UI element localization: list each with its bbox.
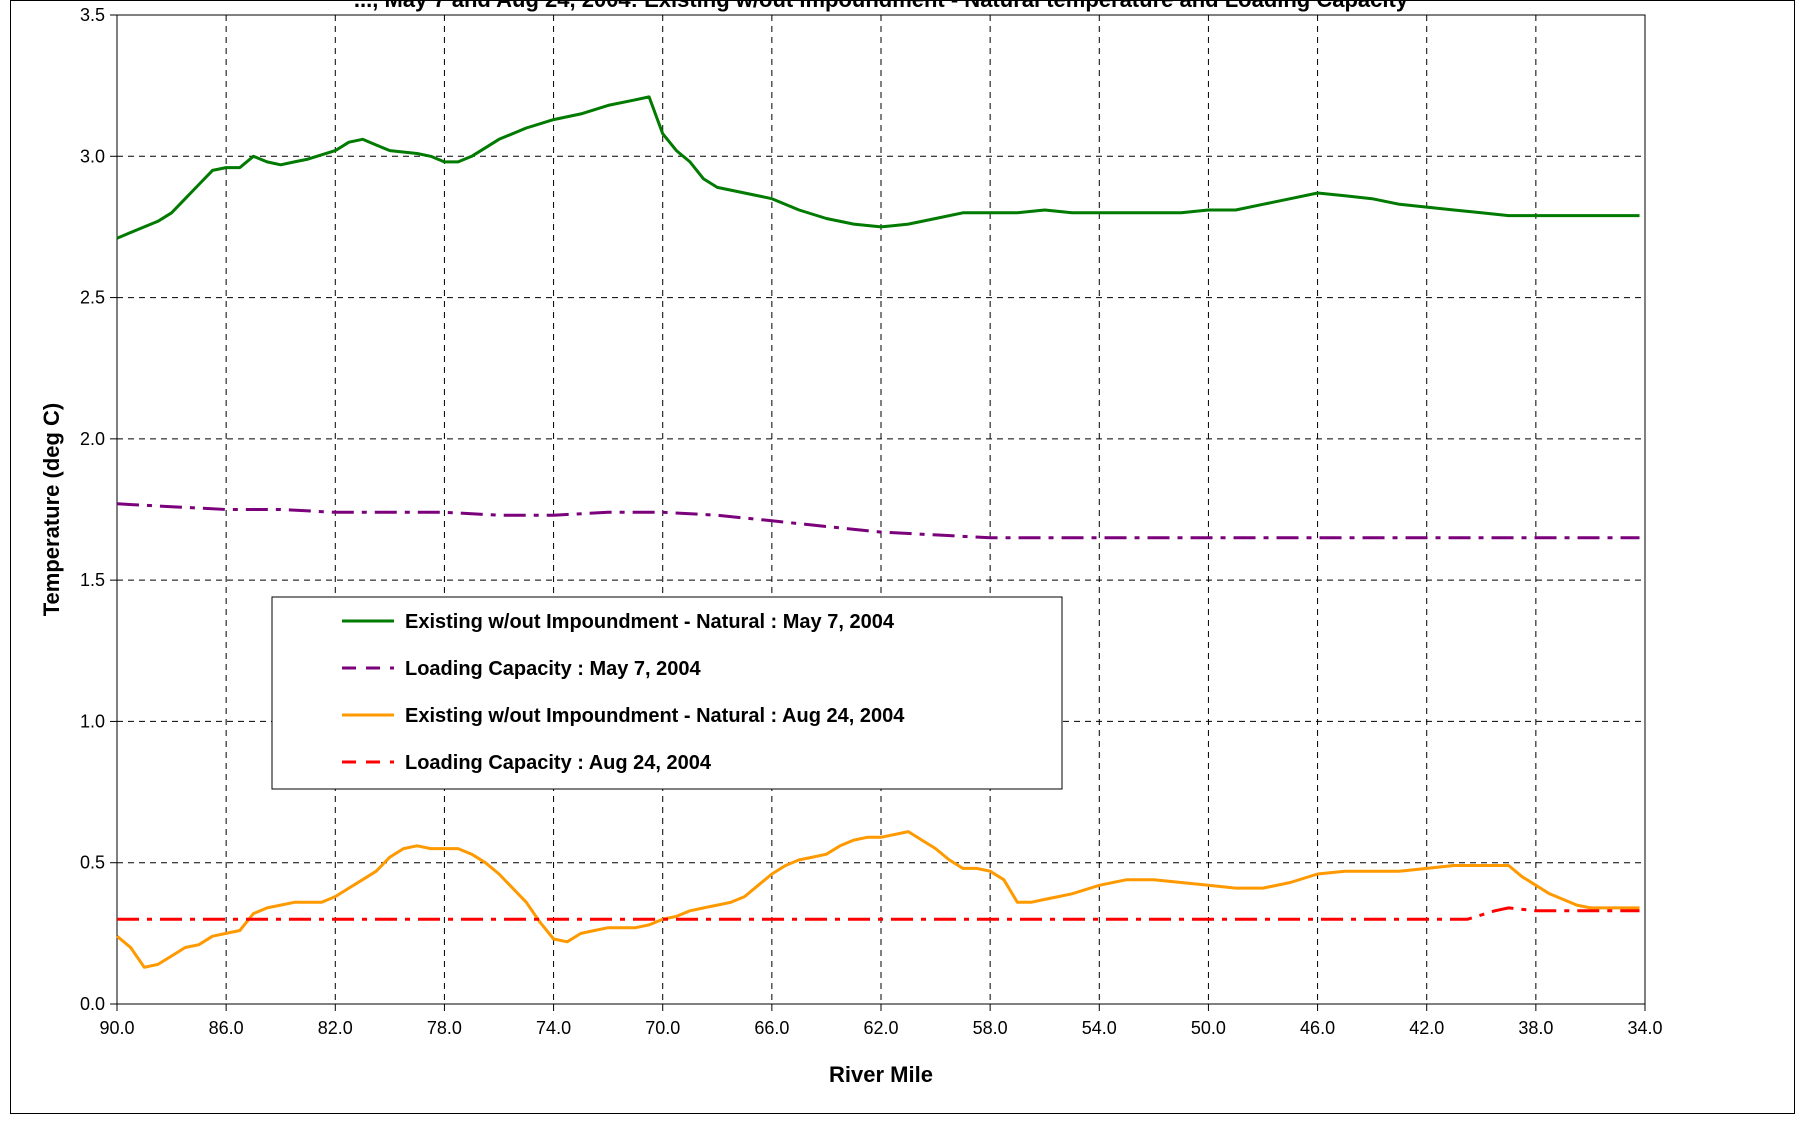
x-tick-label: 34.0 [1627, 1018, 1662, 1038]
x-tick-label: 50.0 [1191, 1018, 1226, 1038]
series-line-2 [116, 502, 1640, 540]
x-tick-label: 54.0 [1082, 1018, 1117, 1038]
chart-title: ..., May 7 and Aug 24, 2004: Existing w/… [354, 1, 1409, 12]
x-tick-label: 70.0 [645, 1018, 680, 1038]
x-tick-label: 66.0 [754, 1018, 789, 1038]
legend-label: Existing w/out Impoundment - Natural : M… [405, 611, 895, 633]
chart-frame: ..., May 7 and Aug 24, 2004: Existing w/… [10, 0, 1795, 1114]
x-tick-label: 78.0 [427, 1018, 462, 1038]
x-tick-label: 42.0 [1409, 1018, 1444, 1038]
legend-label: Loading Capacity : May 7, 2004 [405, 658, 702, 680]
series-line-1 [116, 95, 1640, 240]
series-group [116, 95, 1640, 969]
y-tick-label: 0.0 [80, 994, 105, 1014]
y-tick-label: 1.5 [80, 570, 105, 590]
series-line-4 [117, 906, 1640, 921]
x-tick-label: 38.0 [1518, 1018, 1553, 1038]
x-tick-label: 82.0 [318, 1018, 353, 1038]
legend-label: Existing w/out Impoundment - Natural : A… [405, 705, 905, 727]
x-axis-ticks: 90.0 86.0 82.0 78.0 74.0 70.0 66.0 62.0 58.0 54.0… [99, 1004, 1663, 1038]
y-tick-label: 1.0 [80, 711, 105, 731]
legend: Existing w/out Impoundment - Natural : M… [271, 596, 1063, 790]
y-tick-label: 0.5 [80, 853, 105, 873]
x-tick-label: 90.0 [99, 1018, 134, 1038]
y-tick-label: 2.0 [80, 429, 105, 449]
x-tick-label: 86.0 [209, 1018, 244, 1038]
series-line-3 [116, 830, 1640, 969]
line-chart: ..., May 7 and Aug 24, 2004: Existing w/… [39, 1, 1663, 1087]
y-tick-label: 2.5 [80, 288, 105, 308]
x-axis-title: River Mile [829, 1062, 933, 1087]
grid [117, 15, 1645, 1004]
legend-box [271, 596, 1063, 790]
x-tick-label: 58.0 [973, 1018, 1008, 1038]
legend-label: Loading Capacity : Aug 24, 2004 [405, 752, 712, 774]
x-tick-label: 62.0 [863, 1018, 898, 1038]
y-tick-label: 3.5 [80, 5, 105, 25]
y-axis-ticks: 0.0 0.5 1.0 1.5 2.0 2.5 3.0 3.5 [80, 5, 117, 1014]
x-tick-label: 74.0 [536, 1018, 571, 1038]
x-tick-label: 46.0 [1300, 1018, 1335, 1038]
y-tick-label: 3.0 [80, 146, 105, 166]
y-axis-title: Temperature (deg C) [39, 403, 64, 617]
